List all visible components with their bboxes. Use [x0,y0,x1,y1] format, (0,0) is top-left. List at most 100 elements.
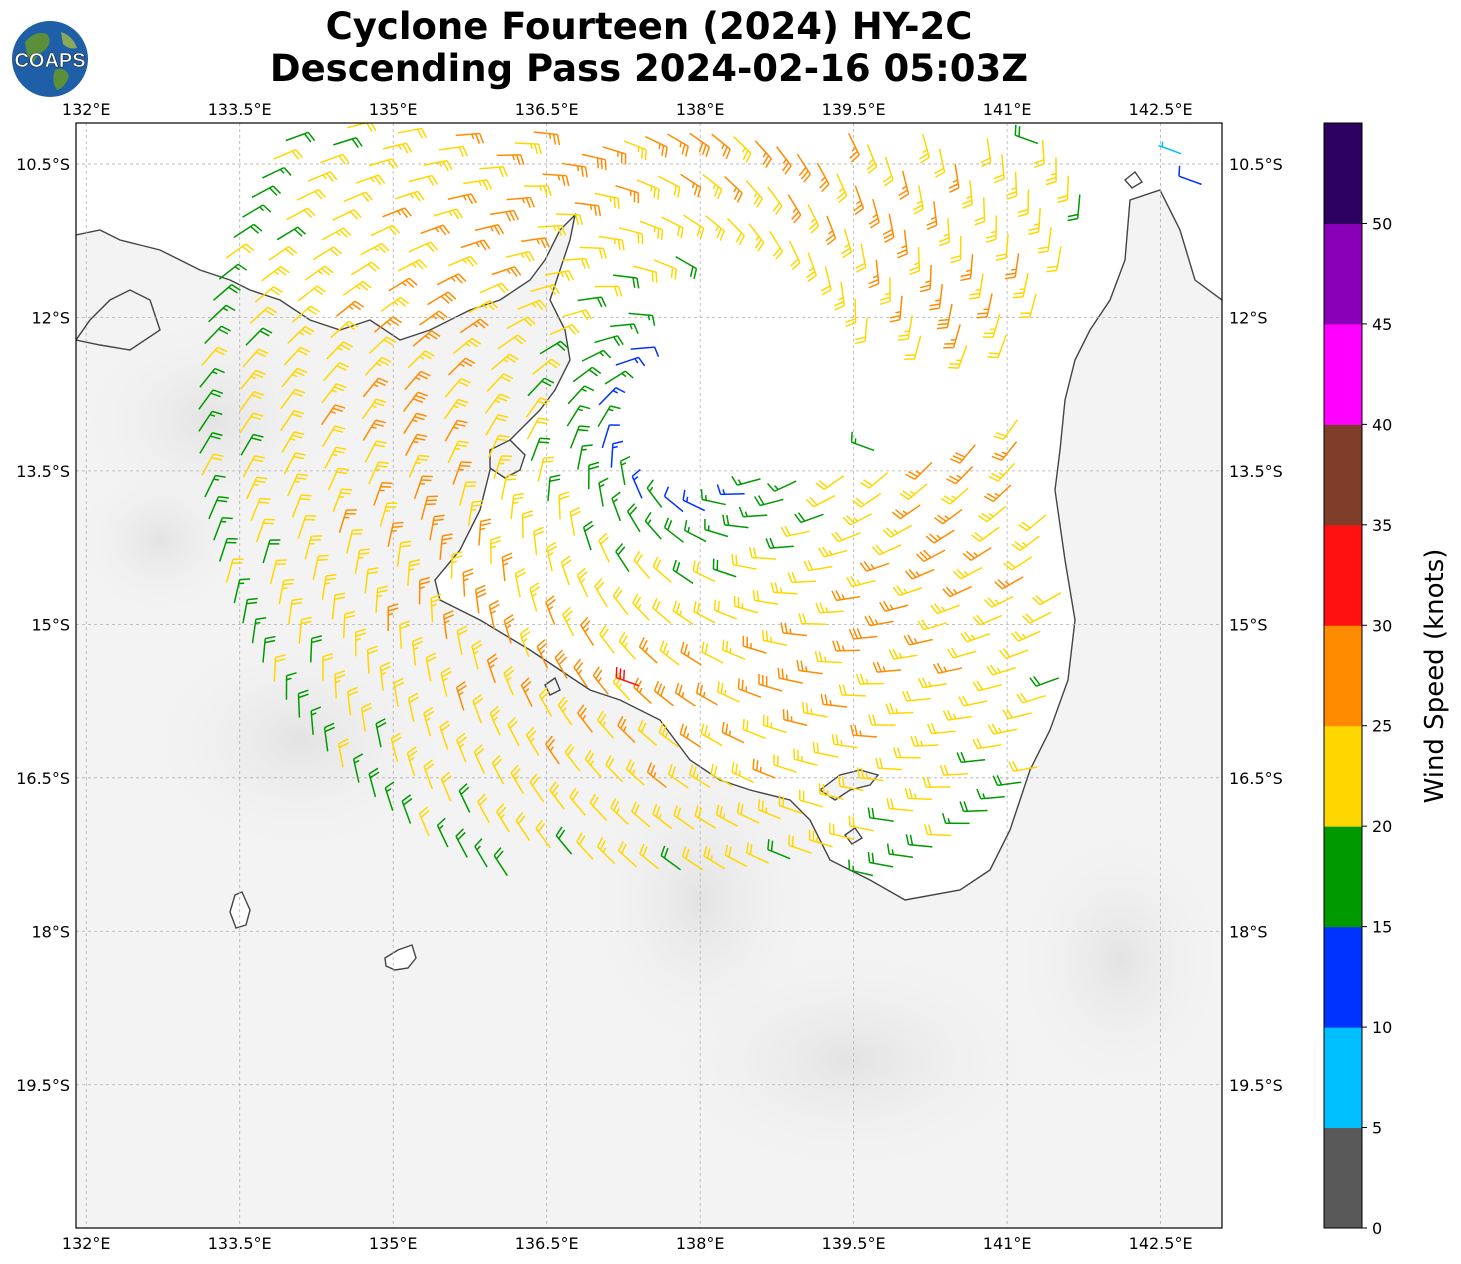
wind-barb [425,652,437,682]
wind-barb [321,227,352,241]
wind-barb [198,410,223,432]
wind-barb [1002,708,1032,720]
wind-barb [681,846,704,871]
wind-barb [912,185,924,215]
axis-tick-labels: 132°E 132°E 133.5°E 133.5°E 135°E 135°E 136.5°… [16,100,1283,1253]
wind-barb [276,226,307,241]
wind-barb [775,146,792,175]
wind-barb [309,635,323,663]
wind-barb [598,532,610,563]
wind-barb [787,194,802,224]
colorbar-segment [1324,1027,1362,1129]
wind-barb [204,474,226,498]
wind-barb [596,710,615,739]
wind-barb [404,370,431,391]
wind-barb [794,512,824,524]
wind-barb [285,672,297,700]
wind-barb [448,255,478,267]
wind-barb [557,696,573,726]
wind-barb [926,201,938,231]
wind-barb [365,356,392,376]
wind-barb [576,832,594,860]
wind-barb [352,753,364,783]
wind-barb [251,617,267,644]
wind-barb [399,620,411,649]
wind-barb [479,282,509,294]
wind-barb [917,619,947,631]
wind-barb [814,651,842,664]
lon-tick-label-top: 136.5°E [515,100,579,119]
wind-barb [885,703,914,715]
wind-barb [987,334,1007,359]
wind-barb [423,159,453,171]
wind-barb [1010,630,1041,642]
wind-barb [1011,535,1040,552]
wind-barb [287,473,309,497]
wind-barb [408,174,439,186]
wind-barb [864,615,894,627]
wind-barb [350,261,380,276]
wind-barb [407,692,419,722]
wind-barb [411,636,423,666]
wind-barb [530,284,560,296]
wind-barb [510,764,525,794]
wind-barb [909,246,921,276]
wind-barb [594,192,620,209]
wind-barb [408,454,430,478]
wind-barb [617,840,638,868]
wind-barb [507,716,520,747]
wind-barb [767,839,791,860]
wind-barb [986,664,1016,676]
wind-barb [659,640,680,666]
wind-barb [327,467,349,491]
wind-barb [589,793,608,821]
colorbar-tick-label: 0 [1372,1219,1382,1238]
lon-tick-label-bottom: 141°E [983,1234,1032,1253]
wind-barb [443,398,469,420]
wind-barb [815,602,844,614]
wind-barb [976,293,993,319]
wind-barb [598,387,626,406]
wind-barb [818,546,848,558]
wind-barb [496,154,525,166]
wind-barb [715,804,738,827]
wind-barb [321,425,346,448]
colorbar-segment [1324,323,1362,425]
wind-barb [535,819,552,849]
wind-barb [807,204,820,234]
wind-barb [680,173,702,198]
lon-tick-label-bottom: 142.5°E [1129,1234,1193,1253]
wind-barb [693,601,716,624]
wind-barb [242,455,265,478]
wind-barb [831,531,861,543]
wind-barb [500,474,517,500]
terrain-shading [140,620,460,860]
wind-barb [514,568,526,598]
wind-barb [991,441,1018,461]
wind-barb [1178,165,1202,186]
wind-barb [960,631,990,643]
lon-tick-label-top: 142.5°E [1129,100,1193,119]
wind-barb [831,733,858,749]
wind-barb [208,495,229,520]
wind-barb [251,185,282,199]
wind-barb [514,142,543,155]
wind-barb [218,537,238,562]
wind-barb [320,404,346,426]
wind-barb [291,494,312,518]
wind-barb [533,131,561,146]
lat-tick-label-right: 10.5°S [1229,155,1283,174]
lat-tick-label-left: 12°S [31,308,70,327]
wind-barb [761,629,788,647]
wind-barb [440,667,452,697]
wind-barb [798,789,824,808]
wind-barb [919,134,931,164]
wind-barb [440,771,452,802]
wind-barb [959,801,988,813]
wind-barb [838,684,866,697]
wind-barb [932,662,963,674]
wind-barb [615,667,640,687]
colorbar-segment [1324,826,1362,928]
wind-barb [902,690,931,702]
wind-barb [615,356,646,367]
